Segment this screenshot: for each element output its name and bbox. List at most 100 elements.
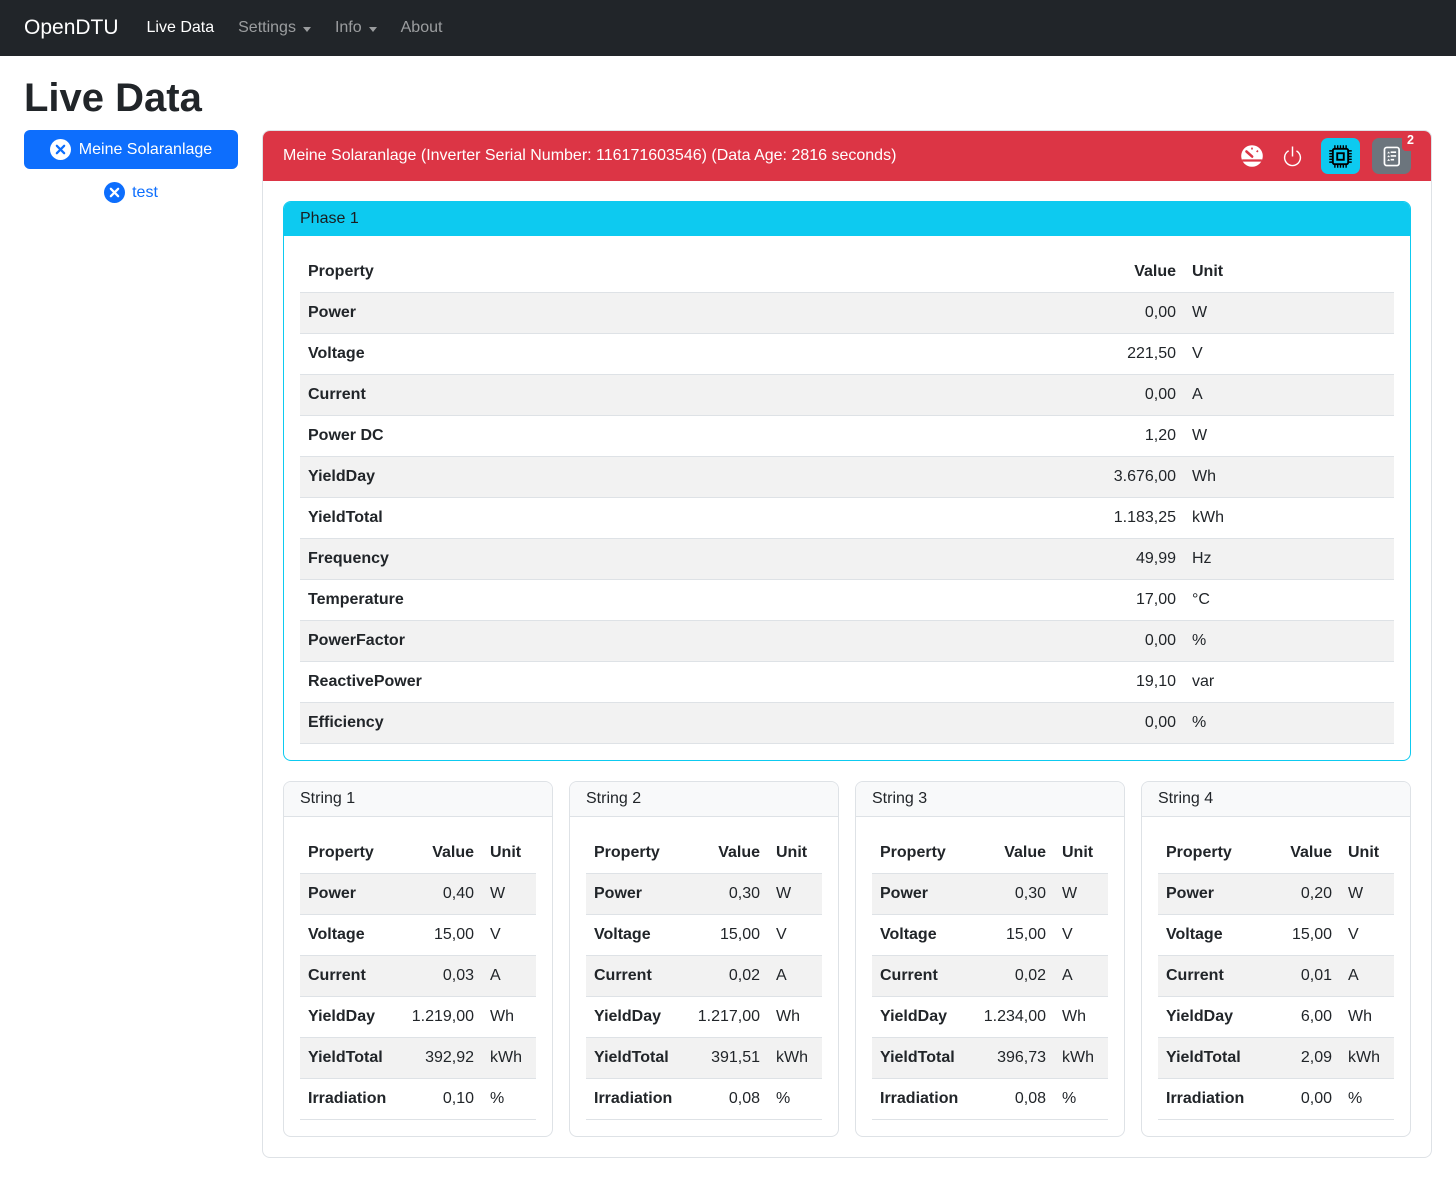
unit-cell: % [1184, 620, 1394, 662]
table-header-row: Property Value Unit [300, 252, 1394, 293]
property-cell: Irradiation [1158, 1078, 1258, 1120]
column-header-property: Property [1158, 833, 1258, 874]
nav-item-live-data[interactable]: Live Data [139, 11, 223, 45]
power-icon [1281, 145, 1304, 168]
main-content: Meine Solaranlage (Inverter Serial Numbe… [262, 130, 1432, 1158]
value-cell: 0,08 [686, 1078, 768, 1120]
value-cell: 2,09 [1258, 1037, 1340, 1079]
table-row: Voltage 15,00 V [586, 914, 822, 956]
property-cell: Current [586, 955, 686, 997]
unit-cell: A [482, 955, 536, 997]
phase-card: Phase 1 Property Value Unit Power 0,00 W Volta… [283, 201, 1411, 761]
phase-card-title: Phase 1 [284, 202, 1410, 236]
property-cell: Frequency [300, 538, 1034, 580]
nav-item-settings[interactable]: Settings [230, 11, 319, 45]
column-header-unit: Unit [1054, 833, 1108, 874]
string-table: Property Value Unit Power 0,30 W Voltage 15,00 V… [586, 833, 822, 1120]
property-cell: YieldDay [300, 456, 1034, 498]
string-card: String 2 Property Value Unit Power 0,30 W Volta… [569, 781, 839, 1137]
inverter-panel: Meine Solaranlage (Inverter Serial Numbe… [262, 130, 1432, 1158]
power-button[interactable] [1281, 145, 1304, 168]
limit-settings-button[interactable] [1240, 144, 1264, 168]
unit-cell: Wh [1184, 456, 1394, 498]
value-cell: 17,00 [1034, 579, 1184, 621]
unit-cell: Wh [1054, 996, 1108, 1038]
unit-cell: % [1340, 1078, 1394, 1120]
unit-cell: Wh [482, 996, 536, 1038]
brand-logo[interactable]: OpenDTU [24, 16, 119, 39]
table-row: YieldDay 1.217,00 Wh [586, 996, 822, 1038]
property-cell: Voltage [300, 333, 1034, 375]
value-cell: 0,00 [1258, 1078, 1340, 1120]
nav-item-about[interactable]: About [393, 11, 451, 45]
table-row: Current 0,00 A [300, 374, 1394, 416]
value-cell: 0,30 [686, 873, 768, 915]
nav-item-info[interactable]: Info [327, 11, 385, 45]
table-row: Current 0,01 A [1158, 955, 1394, 997]
unit-cell: W [768, 873, 822, 915]
unit-cell: kWh [1340, 1037, 1394, 1079]
unit-cell: °C [1184, 579, 1394, 621]
page-layout: Meine Solaranlage test Meine Solaranlage… [0, 130, 1456, 1158]
column-header-unit: Unit [768, 833, 822, 874]
value-cell: 0,01 [1258, 955, 1340, 997]
column-header-property: Property [872, 833, 972, 874]
value-cell: 15,00 [400, 914, 482, 956]
unit-cell: % [1054, 1078, 1108, 1120]
value-cell: 391,51 [686, 1037, 768, 1079]
table-row: YieldDay 3.676,00 Wh [300, 456, 1394, 498]
unit-cell: Wh [768, 996, 822, 1038]
property-cell: Irradiation [300, 1078, 400, 1120]
table-row: Irradiation 0,08% [586, 1078, 822, 1120]
property-cell: PowerFactor [300, 620, 1034, 662]
property-cell: Current [300, 374, 1034, 416]
page-title: Live Data [24, 76, 202, 120]
unit-cell: kWh [482, 1037, 536, 1079]
property-cell: Temperature [300, 579, 1034, 621]
property-cell: ReactivePower [300, 661, 1034, 703]
event-log-button[interactable]: 2 [1372, 131, 1419, 174]
property-cell: YieldTotal [300, 497, 1034, 539]
table-row: YieldDay 1.219,00 Wh [300, 996, 536, 1038]
property-cell: Current [300, 955, 400, 997]
table-row: YieldTotal 396,73 kWh [872, 1037, 1108, 1079]
device-info-button[interactable] [1321, 138, 1360, 174]
inverter-panel-header: Meine Solaranlage (Inverter Serial Numbe… [263, 131, 1431, 181]
table-row: Temperature 17,00 °C [300, 579, 1394, 621]
table-header-row: Property Value Unit [586, 833, 822, 874]
property-cell: Power [300, 873, 400, 915]
unit-cell: W [1184, 415, 1394, 457]
unit-cell: % [1184, 702, 1394, 744]
table-row: Voltage 15,00 V [872, 914, 1108, 956]
unit-cell: W [1184, 292, 1394, 334]
property-cell: Irradiation [872, 1078, 972, 1120]
value-cell: 0,40 [400, 873, 482, 915]
unit-cell: V [482, 914, 536, 956]
inverter-select-button[interactable]: Meine Solaranlage [24, 130, 238, 169]
table-row: Voltage 221,50 V [300, 333, 1394, 375]
value-cell: 396,73 [972, 1037, 1054, 1079]
column-header-unit: Unit [1340, 833, 1394, 874]
table-row: Irradiation 0,08% [872, 1078, 1108, 1120]
property-cell: YieldDay [872, 996, 972, 1038]
phase-table: Property Value Unit Power 0,00 W Voltage 221,50… [300, 252, 1394, 744]
property-cell: Power [872, 873, 972, 915]
string-card-body: Property Value Unit Power 0,30 W Voltage 15,00 V… [570, 817, 838, 1120]
value-cell: 1.217,00 [686, 996, 768, 1038]
column-header-value: Value [1258, 833, 1340, 874]
table-row: ReactivePower 19,10 var [300, 661, 1394, 703]
unit-cell: % [482, 1078, 536, 1120]
property-cell: Power [586, 873, 686, 915]
inverter-select-link[interactable]: test [24, 182, 238, 203]
string-card-body: Property Value Unit Power 0,40 W Voltage 15,00 V… [284, 817, 552, 1120]
table-row: Efficiency 0,00% [300, 702, 1394, 744]
property-cell: Power [300, 292, 1034, 334]
unit-cell: V [1054, 914, 1108, 956]
table-row: Current 0,02 A [872, 955, 1108, 997]
unit-cell: var [1184, 661, 1394, 703]
x-circle-fill-icon [104, 182, 126, 203]
nav-item-label: Live Data [146, 19, 215, 36]
value-cell: 0,08 [972, 1078, 1054, 1120]
value-cell: 0,00 [1034, 702, 1184, 744]
unit-cell: V [1340, 914, 1394, 956]
